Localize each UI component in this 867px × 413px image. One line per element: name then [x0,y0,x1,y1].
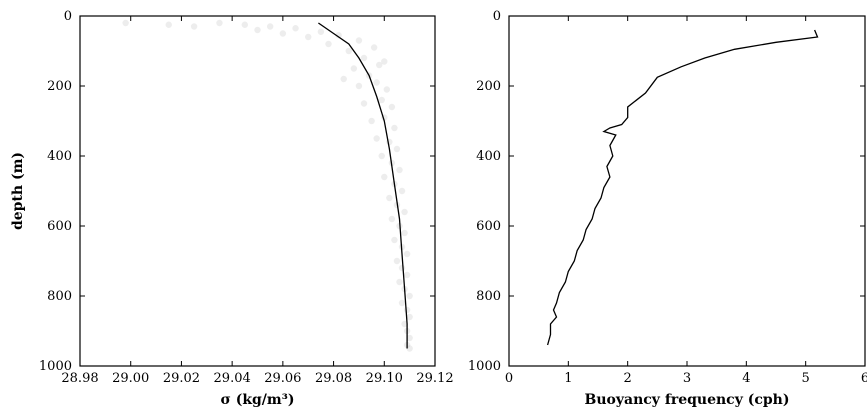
scatter-point [396,278,403,286]
x-axis-label: σ (kg/m³) [221,392,295,408]
y-tick-label: 200 [47,79,72,94]
scatter-point [355,82,363,90]
scatter-point [398,264,406,272]
scatter-point [406,313,413,321]
scatter-point [401,320,408,328]
x-tick-label: 5 [802,371,810,386]
scatter-point [381,58,388,65]
scatter-point [403,271,411,279]
scatter-point [279,30,287,37]
scatter-point [406,292,413,300]
profile-line [318,22,408,349]
left-panel-density: 28.98 29.00 29.02 29.04 29.06 29.08 29.10 29.12… [10,9,454,408]
scatter-point [378,96,385,104]
y-tick-label: 800 [47,289,72,304]
scatter-point [406,345,413,352]
x-tick-label: 0 [505,371,513,386]
scatter-point [122,19,129,27]
scatter-point [190,23,198,30]
scatter-point [401,229,408,237]
y-tick-label: 600 [47,219,72,234]
scatter-point [398,187,406,195]
scatter-point [266,23,274,30]
x-tick-label: 3 [683,371,691,386]
scatter-point [165,21,172,28]
x-tick-label: 29.04 [214,371,251,386]
scatter-point [393,257,401,265]
x-tick-label: 6 [861,371,867,386]
scatter-point [388,103,396,111]
scatter-point [403,306,411,314]
scatter-point [292,25,299,32]
y-tick-label: 400 [476,149,501,164]
scatter-point [350,65,358,72]
scatter-point [386,194,393,202]
profile-line [546,29,819,346]
scatter-point [355,37,363,44]
x-tick-label: 29.10 [366,371,403,386]
y-tick-label: 0 [493,9,501,24]
scatter-point [401,208,408,216]
y-axis-label: depth (m) [10,152,26,230]
right-panel-buoyancy: 0 1 2 3 4 5 6 0 200 400 600 800 1000 Buoyancy frequen… [468,9,867,408]
plot-frame [79,15,436,367]
scatter-point [398,299,406,307]
plot-frame [508,15,866,367]
scatter-point [317,28,325,35]
scatter-point [393,145,401,153]
scatter-point [305,33,312,41]
scatter-point [373,79,380,86]
scatter-point [406,334,413,342]
scatter-point [368,117,375,125]
y-tick-label: 1000 [468,359,501,374]
scatter-point [376,61,383,69]
x-tick-label: 29.08 [315,371,352,386]
scatter-point [378,152,385,160]
scatter-point [254,26,261,34]
scatter-point [370,44,378,51]
y-tick-label: 0 [64,9,72,24]
x-tick-label: 1 [564,371,572,386]
scatter-point [241,21,249,28]
x-tick-label: 29.02 [163,371,200,386]
x-tick-label: 4 [742,371,750,386]
scatter-point [216,19,223,27]
scatter-point [403,250,411,258]
y-tick-label: 600 [476,219,501,234]
scatter-point [335,32,342,39]
scatter-point [340,75,347,83]
y-tick-label: 800 [476,289,501,304]
scatter-point [391,124,398,132]
scatter-point [396,166,403,174]
scatter-point [391,236,398,244]
x-tick-label: 29.12 [416,371,453,386]
x-tick-label: 29.00 [112,371,149,386]
x-tick-label: 2 [624,371,632,386]
scatter-point [360,54,368,62]
scatter-point [383,86,391,93]
y-tick-label: 200 [476,79,501,94]
scatter-point [360,100,368,107]
scatter-point [345,47,352,55]
x-tick-label: 28.98 [61,371,98,386]
x-axis-label: Buoyancy frequency (cph) [585,392,790,408]
scatter-point [373,135,380,142]
scatter-point [325,40,332,48]
x-tick-label: 29.06 [264,371,301,386]
scatter-point [388,215,396,223]
y-tick-label: 1000 [39,359,72,374]
scatter-point [381,173,388,181]
y-tick-label: 400 [47,149,72,164]
